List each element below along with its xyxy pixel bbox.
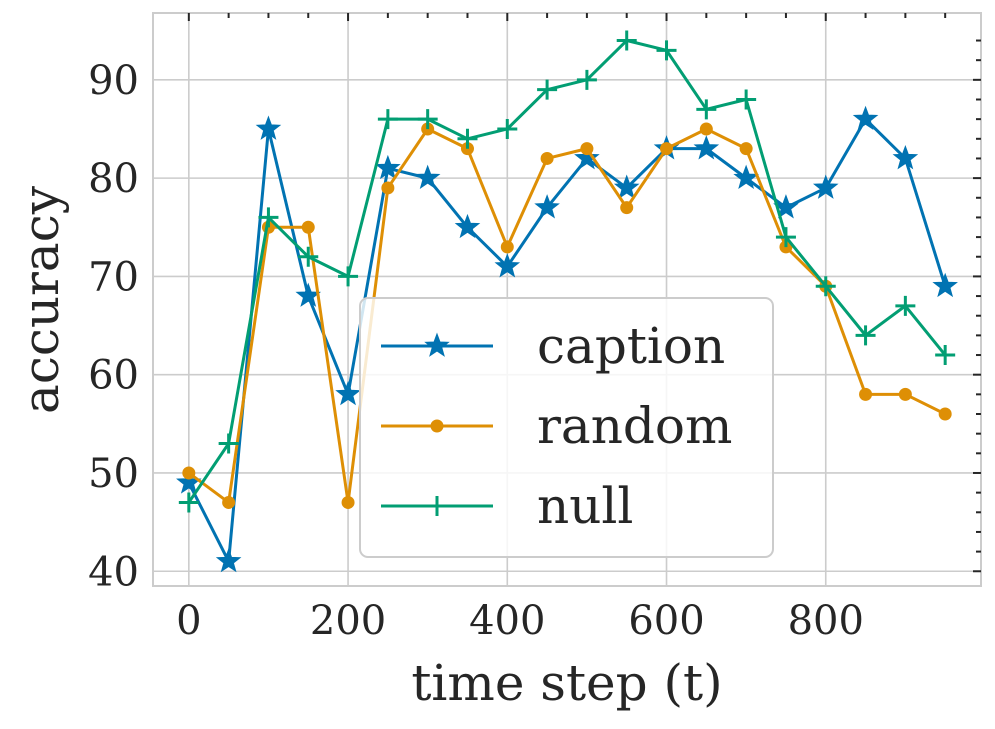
caption-point	[375, 154, 401, 180]
caption-point	[693, 135, 720, 160]
null-point	[417, 109, 438, 130]
series-random	[182, 122, 952, 509]
caption-point	[534, 194, 560, 219]
plot-area-frame	[152, 12, 982, 587]
random-point	[660, 142, 674, 156]
random-point	[301, 220, 315, 234]
x-tick-label: 400	[469, 598, 545, 644]
caption-point	[215, 547, 242, 573]
null-point	[338, 266, 359, 287]
null-point	[377, 109, 398, 130]
random-point	[540, 151, 554, 165]
null-point	[218, 433, 239, 454]
null-point	[935, 345, 956, 366]
series-null	[178, 30, 956, 513]
legend-marker-null	[427, 496, 447, 516]
caption-point	[255, 115, 282, 140]
null-point	[775, 227, 796, 248]
legend-box	[359, 297, 774, 558]
y-tick-label: 60	[88, 353, 139, 399]
series-lines	[176, 30, 958, 573]
legend-entry-caption: caption	[381, 317, 725, 375]
random-point	[222, 495, 236, 509]
random-point	[938, 407, 952, 421]
x-tick-label: 800	[788, 598, 864, 644]
random-point	[859, 387, 873, 401]
random-point	[699, 122, 713, 136]
legend-entry-random: random	[381, 397, 732, 455]
caption-point	[892, 145, 919, 170]
y-axis-label: accuracy	[12, 185, 70, 414]
random-point	[182, 466, 196, 480]
x-tick-label: 0	[176, 598, 201, 644]
null-point	[537, 79, 558, 100]
legend-label-caption: caption	[537, 317, 725, 375]
caption-point	[932, 272, 958, 298]
null-point	[656, 40, 677, 61]
caption-point	[494, 253, 521, 278]
null-line	[187, 39, 947, 504]
y-tick-label: 40	[88, 549, 139, 595]
y-tick-label: 90	[88, 58, 139, 104]
legend: caption random null	[359, 297, 774, 558]
null-point	[855, 325, 876, 346]
random-point	[341, 495, 355, 509]
y-tick-label: 50	[88, 451, 139, 497]
caption-point	[335, 380, 361, 406]
x-tick-label: 200	[310, 598, 386, 644]
caption-point	[812, 174, 839, 199]
caption-line	[187, 117, 947, 563]
caption-point	[454, 213, 481, 239]
legend-label-random: random	[537, 397, 732, 455]
legend-marker-random	[430, 419, 444, 433]
caption-point	[574, 145, 600, 170]
x-axis-label: time step (t)	[411, 654, 722, 712]
null-point	[457, 128, 478, 149]
null-point	[616, 30, 637, 51]
null-point	[178, 492, 199, 513]
grid	[153, 13, 981, 586]
legend-marker-caption	[424, 332, 450, 357]
random-point	[500, 240, 514, 254]
null-point	[258, 207, 279, 228]
random-point	[580, 142, 594, 156]
caption-point	[613, 174, 640, 199]
null-point	[696, 99, 717, 120]
null-point	[497, 118, 518, 139]
null-point	[736, 89, 757, 110]
caption-point	[852, 105, 879, 131]
random-point	[739, 142, 753, 156]
random-point	[381, 181, 395, 195]
x-tick-label: 600	[628, 598, 704, 644]
null-point	[576, 69, 597, 90]
legend-label-null: null	[537, 477, 633, 535]
random-point	[898, 387, 912, 401]
caption-point	[414, 164, 441, 189]
legend-entry-null: null	[381, 477, 633, 535]
null-point	[895, 295, 916, 316]
null-point	[815, 276, 836, 297]
caption-point	[733, 164, 759, 189]
axis-ticks: 0 200 400 600 800 40 50 60 70 80 90	[88, 13, 981, 644]
null-point	[298, 246, 319, 267]
random-point	[620, 201, 634, 215]
y-tick-label: 80	[88, 156, 139, 202]
y-tick-label: 70	[88, 254, 139, 300]
